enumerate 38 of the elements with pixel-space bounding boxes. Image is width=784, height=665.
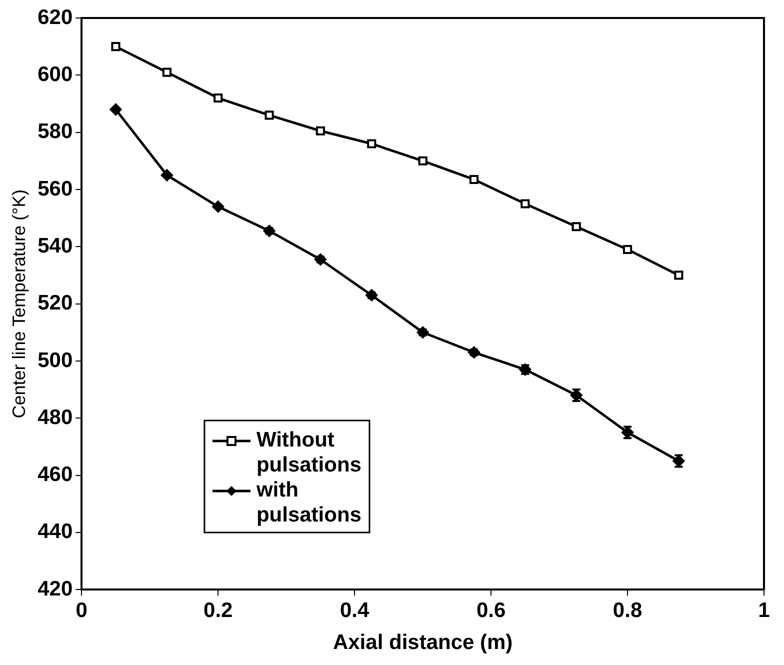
- point: [111, 42, 120, 52]
- point: [468, 346, 480, 358]
- point: [110, 103, 122, 116]
- y-tick-label: 440: [38, 520, 73, 544]
- x-tick-label: 0.8: [612, 598, 642, 622]
- x-axis-title: Axial distance (m): [332, 631, 513, 654]
- point: [162, 68, 172, 77]
- x-tick-label: 1: [758, 598, 770, 622]
- y-tick-label: 500: [38, 348, 73, 372]
- point: [622, 244, 632, 254]
- point: [674, 270, 684, 280]
- y-tick-label: 620: [38, 6, 73, 29]
- y-axis-title: Center line Temperature (°K): [8, 189, 29, 418]
- y-tick-label: 600: [38, 62, 73, 86]
- y-tick-label: 460: [38, 463, 73, 486]
- y-tick-label: 480: [38, 406, 73, 429]
- point: [264, 110, 274, 120]
- point: [160, 169, 173, 182]
- point: [263, 224, 276, 237]
- y-tick-label: 560: [38, 177, 73, 200]
- point: [212, 200, 224, 213]
- x-tick-label: 0.6: [476, 598, 506, 622]
- point: [214, 93, 223, 103]
- y-tick-label: 540: [38, 234, 73, 258]
- point: [416, 326, 429, 338]
- y-tick-label: 580: [38, 120, 73, 144]
- point: [367, 139, 376, 148]
- x-tick-label: 0.4: [340, 598, 370, 622]
- x-tick-label: 0.2: [204, 598, 233, 622]
- point: [316, 126, 325, 136]
- point: [572, 222, 581, 232]
- x-tick-label: 0: [76, 598, 88, 622]
- y-tick-label: 420: [38, 577, 73, 600]
- y-tick-label: 520: [38, 292, 73, 315]
- point: [418, 156, 428, 166]
- point: [469, 174, 479, 184]
- legend-label: with pulsations: [255, 478, 362, 527]
- point: [520, 199, 530, 208]
